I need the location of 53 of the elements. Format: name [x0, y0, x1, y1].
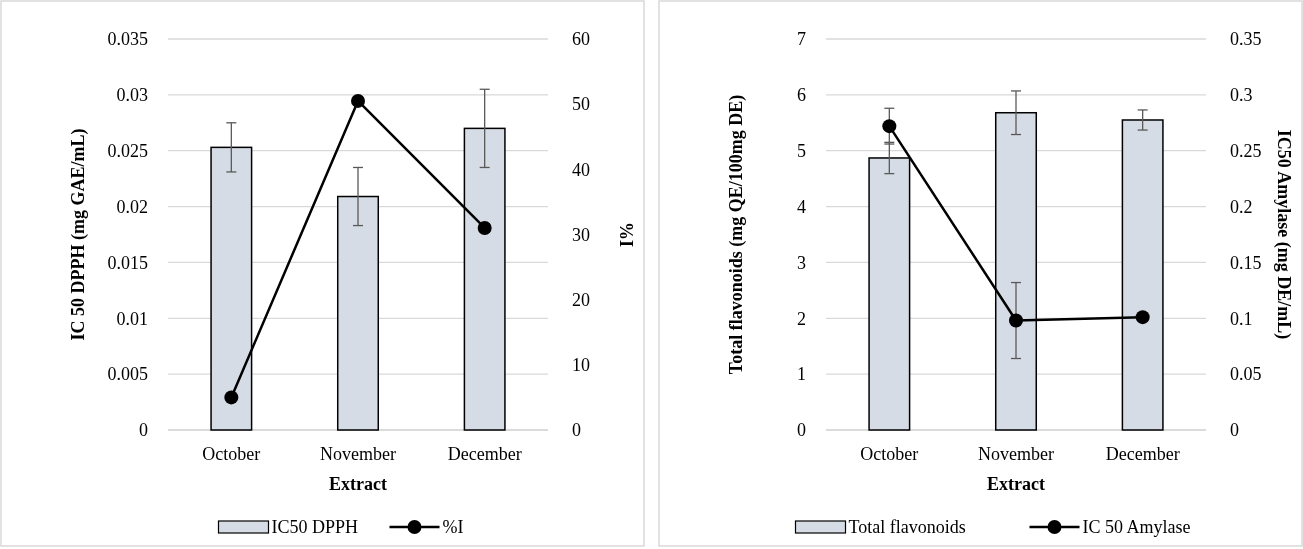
x-axis-title: Extract [987, 474, 1045, 494]
point [1135, 310, 1150, 325]
y2-tick-label: 20 [572, 289, 590, 310]
y2-tick-label: 40 [572, 159, 590, 180]
y2-tick-label: 0 [1230, 420, 1239, 441]
x-tick-label: October [860, 444, 919, 464]
y2-tick-label: 0.2 [1230, 196, 1253, 217]
y-tick-label: 5 [797, 141, 806, 162]
y2-axis-title: IC50 Amylase (mg DE/mL) [1272, 129, 1294, 340]
y-tick-label: 4 [797, 196, 806, 217]
y-tick-label: 1 [797, 364, 806, 385]
y-axis-title: Total flavonoids (mg QE/100mg DE) [726, 94, 748, 375]
y2-tick-label: 0.35 [1230, 29, 1262, 50]
y2-tick-label: 30 [572, 224, 590, 245]
y-tick-label: 0.01 [116, 308, 148, 329]
y-tick-label: 0.025 [107, 141, 148, 162]
y2-tick-label: 0 [572, 420, 581, 441]
y-tick-label: 0 [797, 420, 806, 441]
point [1009, 313, 1023, 328]
x-tick-label: October [202, 444, 261, 464]
y2-tick-label: 0.3 [1230, 85, 1253, 106]
y-tick-label: 3 [797, 252, 806, 273]
y2-tick-label: 50 [572, 94, 590, 115]
legend-label: Total flavonoids [848, 517, 966, 538]
y-tick-label: 0.03 [116, 85, 148, 106]
y-tick-label: 0.035 [107, 29, 148, 50]
point [882, 119, 897, 134]
y2-tick-label: 0.15 [1230, 252, 1262, 273]
y2-tick-label: 0.25 [1230, 141, 1262, 162]
y-tick-label: 2 [797, 308, 806, 329]
y-axis-title: IC 50 DPPH (mg GAE/mL) [68, 128, 90, 341]
legend-label: IC 50 Amylase [1082, 517, 1191, 538]
y2-axis-title: %I [615, 221, 636, 248]
y2-tick-label: 10 [572, 355, 590, 376]
y2-tick-label: 0.1 [1230, 308, 1253, 329]
x-tick-label: November [320, 444, 396, 464]
y-tick-label: 0.02 [116, 196, 148, 217]
x-tick-label: December [1105, 444, 1180, 464]
x-axis-title: Extract [329, 474, 387, 494]
y2-tick-label: 0.05 [1230, 364, 1262, 385]
y-tick-label: 7 [797, 29, 806, 50]
x-tick-label: November [978, 444, 1054, 464]
point [477, 220, 492, 235]
point [351, 93, 365, 108]
point [224, 390, 239, 405]
y-tick-label: 0.015 [107, 252, 148, 273]
y-tick-label: 6 [797, 85, 806, 106]
legend-label: IC50 DPPH [271, 517, 359, 538]
y-tick-label: 0 [139, 420, 148, 441]
x-tick-label: December [447, 444, 522, 464]
legend-label: %I [442, 517, 464, 538]
y-tick-label: 0.005 [107, 364, 148, 385]
y2-tick-label: 60 [572, 29, 590, 50]
